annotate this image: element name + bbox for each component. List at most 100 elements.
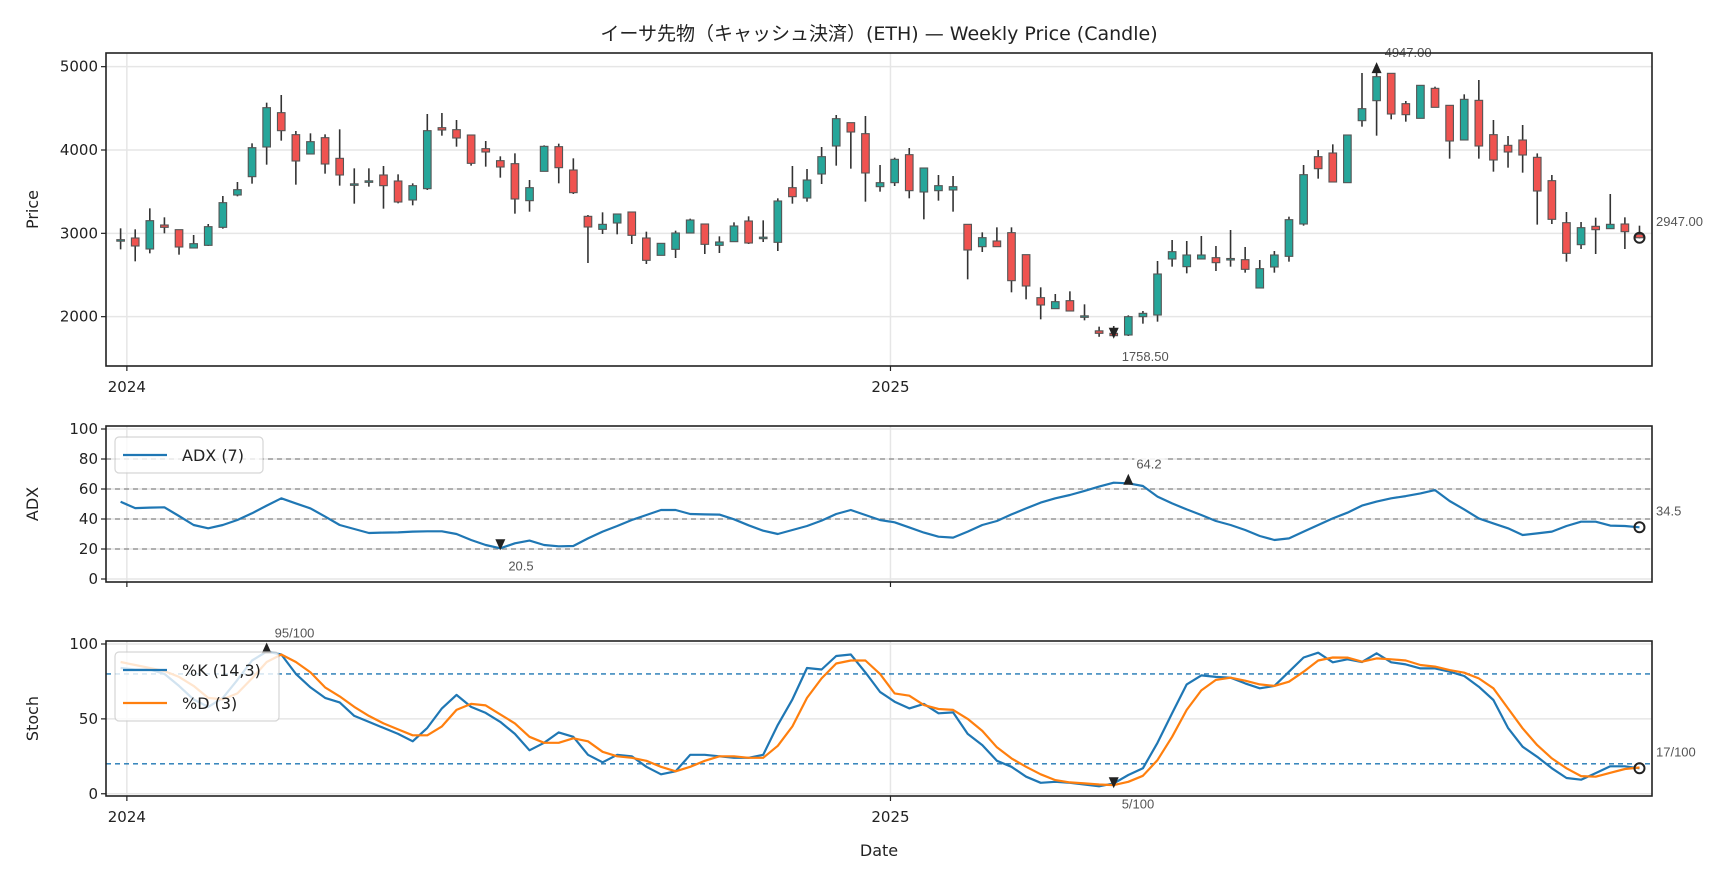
candle-body-down [1036,297,1046,306]
candle [1532,153,1542,225]
y-tick-label: 3000 [60,224,98,242]
min-label: 20.5 [508,558,533,573]
candle [904,148,914,199]
candle-body-down [276,112,286,132]
candle-body-down [1620,223,1630,233]
candle-body-up [1284,219,1294,257]
y-tick-label: 40 [79,510,98,528]
candle [320,134,330,174]
candle-body-up [1372,76,1381,102]
candle-body-down [130,237,140,247]
candle [1518,125,1527,173]
legend-box [114,436,264,474]
candle [408,183,418,206]
candle [1094,326,1104,337]
candle-body-down [1211,257,1221,264]
candle [963,223,973,280]
max-label: 95/100 [275,625,315,640]
candle [1401,101,1411,122]
candle [1299,165,1308,226]
candle [1153,261,1162,322]
candle-body-up [218,202,228,228]
candle-body-up [1138,312,1148,318]
candle-body-up [1196,254,1206,260]
min-label-background [506,558,547,574]
y-tick-label: 100 [69,420,98,438]
candle-body-up [1343,134,1352,184]
candle-body-down [1562,222,1571,254]
candle-body-down [510,163,520,200]
candle-body-down [627,211,637,236]
candle-body-down [1518,139,1527,156]
candle-body-up [525,187,534,202]
candle [495,156,505,178]
candle [1416,84,1425,119]
candle-body-down [437,127,447,131]
y-tick-label: 5000 [60,58,98,76]
candle-body-up [1605,223,1615,230]
candle-body-down [379,174,388,187]
x-tick-label: 2024 [108,808,146,826]
candle-body-up [919,167,929,193]
candle-body-down [1007,232,1016,282]
y-tick-label: 4000 [60,141,98,159]
candle-body-down [335,157,345,176]
x-tick-label: 2025 [871,378,909,396]
candle-body-up [612,213,622,224]
candle-body-up [408,185,418,201]
x-tick-label: 2025 [871,808,909,826]
candle-body-down [1547,180,1557,220]
candle [1007,227,1016,293]
candle-body-down [393,180,403,203]
y-axis-label: Price [23,190,42,229]
candle [1240,247,1250,273]
candle-body-up [831,118,841,147]
candle [203,224,213,246]
candle-body-up [1080,315,1089,318]
candle-body-up [1167,251,1177,260]
candle [364,168,374,187]
candle [1372,71,1381,136]
candle [1050,294,1060,310]
candle-body-up [773,200,783,243]
candle-body-up [656,242,666,256]
candle-body-down [1240,259,1250,270]
candle-body-up [1182,254,1192,268]
candle [1123,315,1133,336]
candle-body-up [349,183,359,186]
candle-body-down [846,122,856,133]
candle [1459,94,1469,141]
y-tick-label: 0 [88,785,98,803]
stoch-panel: 0 50 100 2024 2025 Stoch Date 95/100 5/100 17/100… [23,625,1696,860]
legend: ADX (7) [114,436,264,474]
candle-body-down [1489,134,1498,161]
min-marker-triangle-down [1108,327,1119,339]
axes-frame [105,425,1653,583]
y-tick-label: 2000 [60,308,98,326]
candle-body-up [685,219,695,234]
candle [583,215,593,263]
max-label: 64.2 [1136,457,1161,472]
candle [174,229,184,255]
candle-body-down [1328,152,1338,183]
candle-body-down [788,187,797,198]
y-tick-label: 60 [79,480,98,498]
candle [1474,80,1484,159]
candle-body-up [233,189,242,196]
legend-label: %K (14,3) [182,661,261,680]
candle [1226,230,1235,267]
legend-label: %D (3) [182,694,237,713]
candle [116,228,125,250]
candle [481,141,491,167]
candle-body-up [934,185,943,192]
candle-body-up [729,225,739,243]
candle [977,232,987,252]
candle [1284,216,1294,262]
candle [1343,134,1352,184]
candle [861,116,870,202]
candle [1547,175,1557,224]
adx-panel: 0 20 40 60 80 100 ADX 64.2 20.5 34.5 ADX (7) [23,420,1681,588]
candle-body-up [203,226,213,246]
candle [291,131,301,185]
candle-body-up [977,237,987,248]
